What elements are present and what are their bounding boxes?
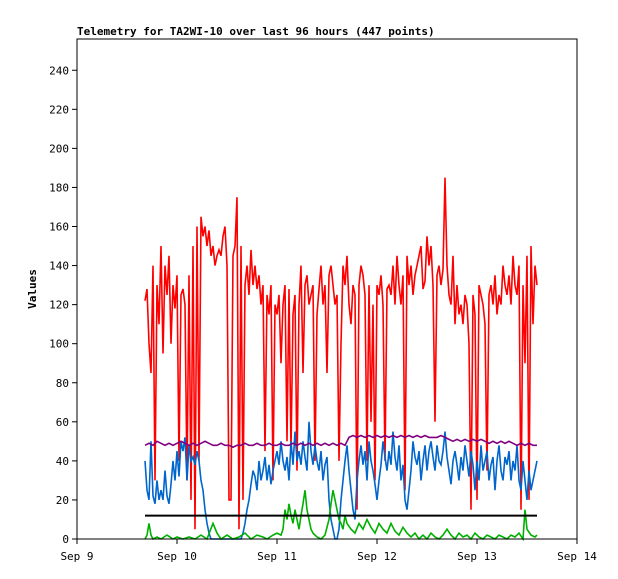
x-tick-label: Sep 14: [557, 550, 597, 563]
x-tick-label: Sep 13: [457, 550, 497, 563]
y-tick-label: 100: [49, 338, 69, 351]
series-line-2: [144, 421, 538, 540]
x-tick-label: Sep 12: [357, 550, 397, 563]
series-line-3: [144, 434, 537, 449]
x-tick-label: Sep 10: [157, 550, 197, 563]
y-tick-label: 80: [56, 377, 69, 390]
x-tick-label: Sep 9: [60, 550, 93, 563]
y-tick-label: 200: [49, 142, 69, 155]
y-tick-label: 60: [56, 416, 69, 429]
x-tick-label: Sep 11: [257, 550, 297, 563]
chart-title: Telemetry for TA2WI-10 over last 96 hour…: [77, 25, 435, 38]
plot-frame: [76, 38, 578, 540]
y-tick-label: 140: [49, 260, 69, 273]
series-line-4: [144, 490, 538, 542]
y-tick-label: 160: [49, 221, 69, 234]
series-group: [144, 177, 538, 542]
axes-group: 0 20 40 60 80 100 120 140 160 180 200 220 240 Sep 9 Se…: [49, 38, 597, 563]
y-tick-label: 240: [49, 64, 69, 77]
series-line-1: [144, 177, 538, 530]
y-tick-label: 120: [49, 299, 69, 312]
y-tick-label: 20: [56, 494, 69, 507]
y-tick-label: 220: [49, 103, 69, 116]
y-axis-label: Values: [26, 269, 39, 309]
y-tick-label: 0: [62, 533, 69, 546]
y-tick-label: 180: [49, 181, 69, 194]
y-tick-label: 40: [56, 455, 69, 468]
